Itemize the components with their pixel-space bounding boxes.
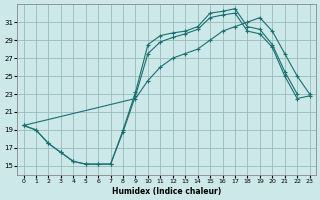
X-axis label: Humidex (Indice chaleur): Humidex (Indice chaleur) <box>112 187 221 196</box>
